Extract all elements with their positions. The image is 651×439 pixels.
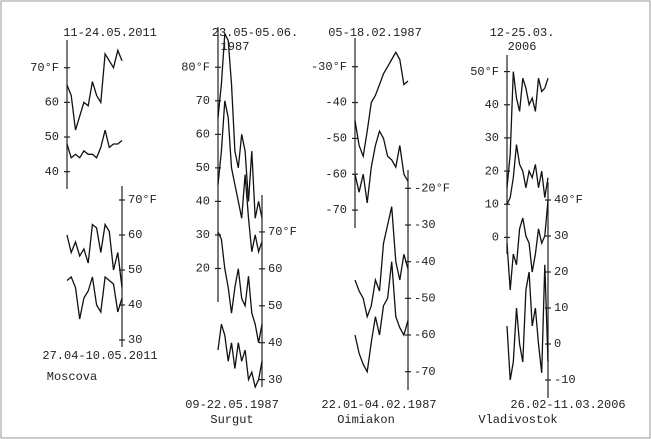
y-tick-label: 20 xyxy=(485,164,499,178)
panel-subtitle: Moscova xyxy=(47,370,97,384)
temperature-line xyxy=(354,129,409,203)
y-tick-label: -40 xyxy=(325,96,347,110)
temperature-line xyxy=(217,31,263,219)
y-tick-label: 70°F xyxy=(268,225,297,239)
y-tick-label: -30°F xyxy=(311,60,347,74)
y-tick-label: 40°F xyxy=(554,193,583,207)
y-tick-label: -20°F xyxy=(414,182,450,196)
y-tick-label: -50 xyxy=(325,132,347,146)
y-tick-label: -50 xyxy=(414,292,436,306)
temperature-line xyxy=(506,264,549,381)
y-tick-label: 20 xyxy=(554,265,568,279)
panel-title: 26.02-11.03.2006 xyxy=(510,398,625,412)
y-tick-label: 40 xyxy=(196,195,210,209)
temperature-line xyxy=(506,144,549,205)
temperature-line xyxy=(506,71,549,188)
y-tick-label: 60 xyxy=(268,262,282,276)
y-tick-label: 40 xyxy=(268,336,282,350)
y-tick-label: -70 xyxy=(414,365,436,379)
y-tick-label: 40 xyxy=(128,298,142,312)
temperature-line xyxy=(66,275,123,320)
panel-title: 22.01-04.02.1987 xyxy=(321,398,436,412)
y-tick-label: -60 xyxy=(325,167,347,181)
y-tick-label: 50 xyxy=(128,263,142,277)
y-tick-label: -40 xyxy=(414,255,436,269)
panel-subtitle: 1987 xyxy=(221,40,250,54)
panel-title: 27.04-10.05.2011 xyxy=(42,349,157,363)
y-tick-label: -10 xyxy=(554,373,576,387)
temperature-line xyxy=(217,324,263,390)
y-tick-label: -60 xyxy=(414,328,436,342)
y-tick-label: -30 xyxy=(414,218,436,232)
panel-title: 12-25.03. xyxy=(490,26,555,40)
y-tick-label: 60 xyxy=(128,228,142,242)
y-tick-label: 30 xyxy=(554,229,568,243)
panel-subtitle: Surgut xyxy=(210,413,253,427)
temperature-line xyxy=(66,48,123,131)
y-tick-label: 70°F xyxy=(128,193,157,207)
y-tick-label: 0 xyxy=(554,337,561,351)
y-tick-label: 60 xyxy=(196,127,210,141)
y-tick-label: 50 xyxy=(45,130,59,144)
temperature-line xyxy=(354,50,409,159)
temperature-line xyxy=(217,100,263,255)
y-tick-label: 20 xyxy=(196,262,210,276)
y-tick-label: 30 xyxy=(485,131,499,145)
temperature-line xyxy=(66,222,123,288)
y-tick-label: 80°F xyxy=(181,60,210,74)
temperature-line xyxy=(217,231,263,343)
panel-title: 23.05-05.06. xyxy=(212,26,298,40)
y-tick-label: 30 xyxy=(268,373,282,387)
temperature-line xyxy=(354,261,409,374)
y-tick-label: 30 xyxy=(128,333,142,347)
temperature-line xyxy=(354,206,409,320)
temperature-line xyxy=(66,129,123,159)
y-tick-label: 70 xyxy=(196,94,210,108)
y-tick-label: -70 xyxy=(325,203,347,217)
y-tick-label: 0 xyxy=(492,231,499,245)
panel-subtitle: Vladivostok xyxy=(478,413,557,427)
y-tick-label: 50°F xyxy=(470,65,499,79)
y-tick-label: 50 xyxy=(268,299,282,313)
y-tick-label: 10 xyxy=(485,197,499,211)
y-tick-label: 40 xyxy=(45,165,59,179)
y-tick-label: 10 xyxy=(554,301,568,315)
panel-title: 11-24.05.2011 xyxy=(63,26,157,40)
y-tick-label: 50 xyxy=(196,161,210,175)
y-tick-label: 60 xyxy=(45,96,59,110)
y-tick-label: 40 xyxy=(485,98,499,112)
panel-subtitle: Oimiakon xyxy=(337,413,395,427)
panel-title: 09-22.05.1987 xyxy=(185,398,279,412)
panel-title: 05-18.02.1987 xyxy=(328,26,422,40)
panel-subtitle: 2006 xyxy=(508,40,537,54)
y-tick-label: 30 xyxy=(196,228,210,242)
temperature-line xyxy=(506,199,549,291)
y-tick-label: 70°F xyxy=(30,61,59,75)
